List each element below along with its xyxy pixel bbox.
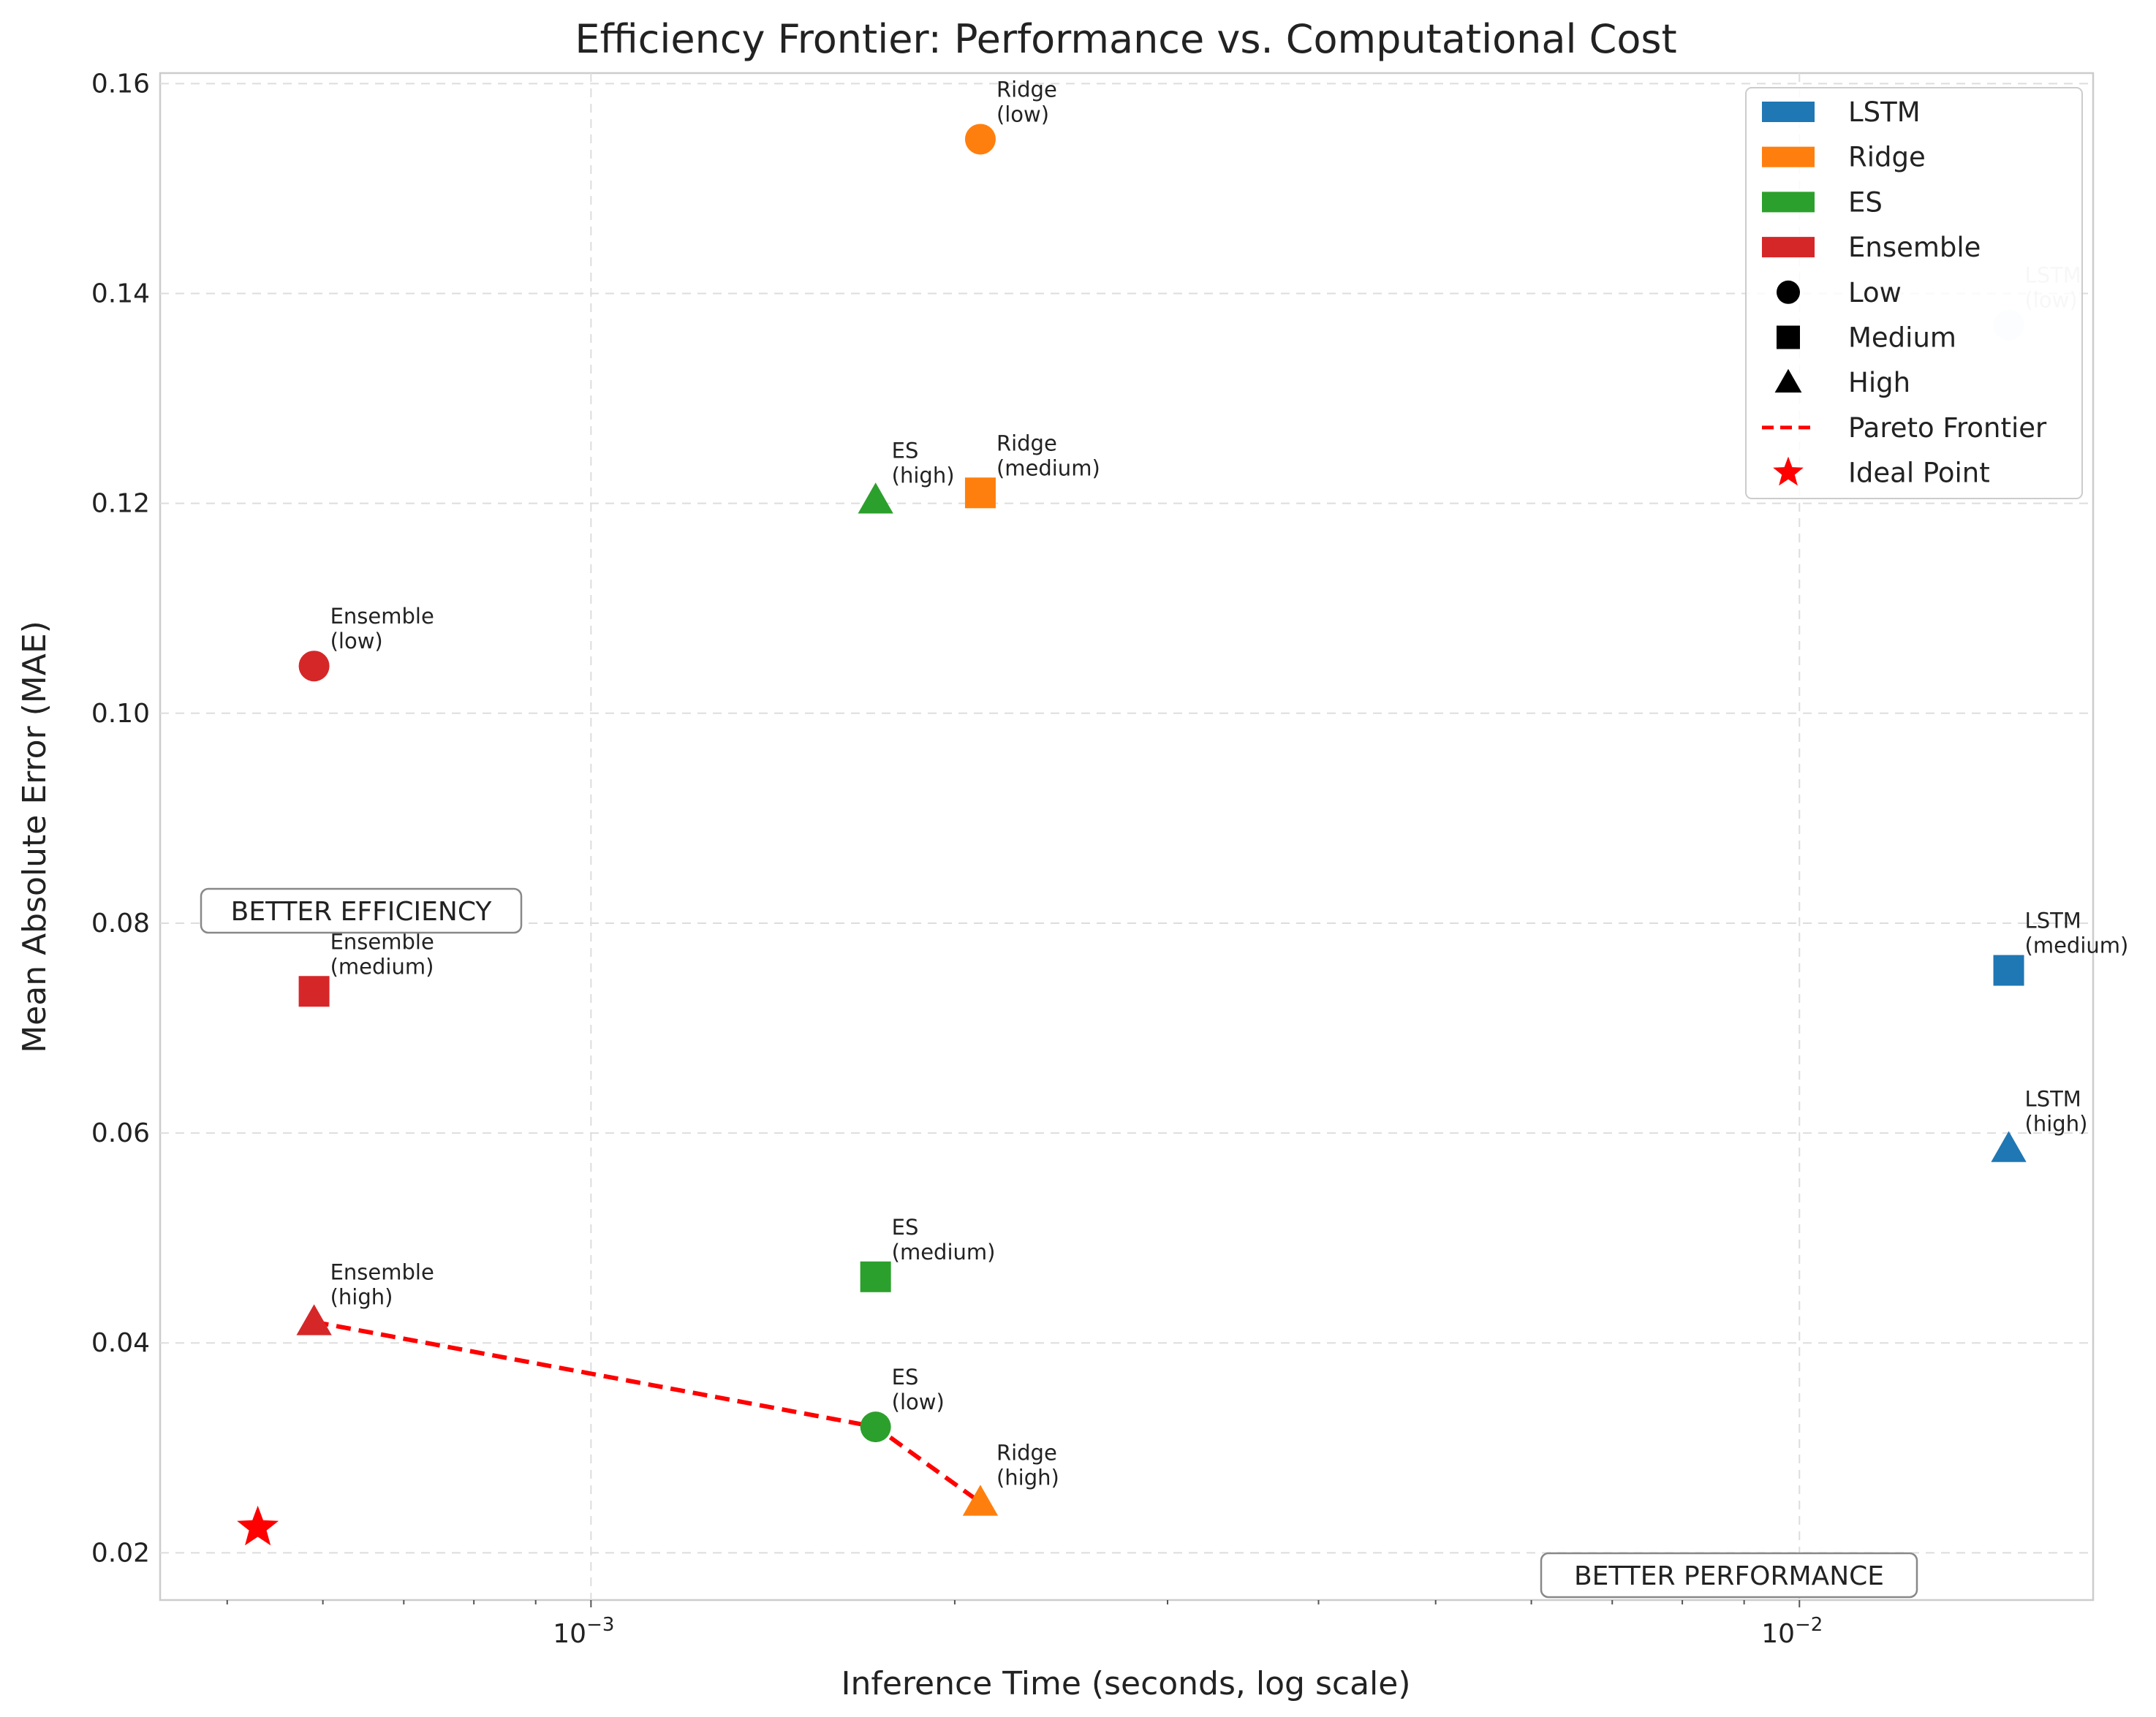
x-tick-label: 10−2 (1761, 1614, 1823, 1649)
point-es-high (858, 482, 893, 514)
point-label-model: ES (892, 438, 919, 463)
ideal-point-star (237, 1505, 279, 1546)
point-label-model: Ensemble (330, 1260, 434, 1285)
point-label-complexity: (high) (2025, 1112, 2088, 1137)
legend-item-ideal-point-swatch (1773, 456, 1804, 486)
x-axis-ticks: 10−3 10−2 (226, 1600, 1823, 1649)
x-tick-exponent: −2 (1795, 1614, 1823, 1636)
y-tick-label: 0.04 (91, 1328, 150, 1358)
point-label-model: Ridge (996, 431, 1057, 455)
x-tick-label: 10−3 (553, 1614, 614, 1649)
point-ensemble-medium (298, 976, 330, 1007)
legend-box (1745, 87, 2083, 499)
plot-area-frame (159, 72, 2095, 1602)
x-tick-exponent: −3 (586, 1614, 614, 1636)
pareto-frontier-layer (314, 1319, 982, 1504)
legend-item-ridge-swatch (1762, 146, 1815, 167)
point-label-complexity: (high) (996, 1465, 1059, 1490)
better-performance-callout: BETTER PERFORMANCE (1540, 1552, 1918, 1599)
y-tick-label: 0.02 (91, 1538, 150, 1568)
point-label-model: Ridge (996, 1440, 1057, 1465)
legend-item-ensemble-swatch (1762, 237, 1815, 258)
legend: LSTM Ridge ES Ensemble Low Medium High Pareto F… (1745, 87, 2083, 499)
legend-item-pareto-frontier-label: Pareto Frontier (1848, 412, 2047, 444)
point-label-complexity: (high) (892, 463, 955, 488)
legend-item-ensemble-label: Ensemble (1848, 232, 1981, 263)
legend-item-ridge-label: Ridge (1848, 142, 1926, 173)
point-es-medium (860, 1261, 891, 1292)
y-tick-label: 0.12 (91, 489, 150, 519)
y-tick-label: 0.08 (91, 909, 150, 939)
point-ridge-high (962, 1485, 999, 1516)
point-label-model: ES (892, 1215, 919, 1240)
point-lstm-high (1991, 1131, 2027, 1162)
better-performance-text: BETTER PERFORMANCE (1574, 1561, 1884, 1591)
point-label-complexity: (low) (892, 1390, 945, 1414)
legend-item-es-swatch (1762, 192, 1815, 213)
y-tick-label: 0.14 (91, 279, 150, 309)
point-label-model: ES (892, 1365, 919, 1390)
y-axis-ticks: 0.02 0.04 0.06 0.08 0.10 0.12 0.14 0.16 (91, 69, 150, 1568)
point-label-complexity: (high) (330, 1285, 393, 1310)
better-efficiency-text: BETTER EFFICIENCY (231, 897, 493, 927)
point-label-model: Ensemble (330, 604, 434, 629)
point-label-complexity: (medium) (996, 455, 1100, 480)
y-tick-label: 0.16 (91, 69, 150, 99)
legend-item-low-label: Low (1848, 277, 1902, 308)
point-ensemble-low (298, 651, 330, 682)
y-axis-title: Mean Absolute Error (MAE) (16, 621, 53, 1053)
legend-item-high-label: High (1848, 367, 1910, 398)
point-label-model: LSTM (2025, 1087, 2081, 1112)
legend-item-low-swatch (1777, 280, 1800, 304)
pareto-frontier-line (314, 1319, 982, 1504)
point-label-complexity: (medium) (892, 1240, 996, 1265)
point-es-low (860, 1411, 891, 1443)
point-ridge-low (964, 124, 996, 155)
legend-item-ideal-point-label: Ideal Point (1848, 458, 1990, 489)
point-label-model: LSTM (2025, 909, 2081, 933)
point-label-complexity: (low) (330, 629, 383, 653)
point-label-model: Ridge (996, 77, 1057, 102)
legend-item-es-label: ES (1848, 186, 1883, 218)
legend-item-high-swatch (1774, 368, 1802, 393)
data-points (237, 124, 2027, 1546)
legend-item-medium-label: Medium (1848, 322, 1956, 354)
y-tick-label: 0.10 (91, 699, 150, 729)
legend-item-lstm-swatch (1762, 102, 1815, 122)
point-lstm-medium (1993, 955, 2024, 986)
better-efficiency-callout: BETTER EFFICIENCY (200, 887, 523, 934)
point-label-complexity: (medium) (330, 954, 434, 979)
x-axis-title: Inference Time (seconds, log scale) (841, 1665, 1410, 1702)
point-label-complexity: (medium) (2025, 933, 2129, 958)
x-tick-base: 10 (553, 1619, 586, 1649)
chart-title: Efficiency Frontier: Performance vs. Com… (575, 16, 1676, 62)
x-tick-base: 10 (1761, 1619, 1795, 1649)
point-ridge-medium (964, 477, 996, 509)
point-ensemble-high (296, 1304, 332, 1335)
legend-item-lstm-label: LSTM (1848, 96, 1921, 128)
point-label-complexity: (low) (996, 102, 1049, 126)
legend-item-medium-swatch (1777, 325, 1800, 349)
y-tick-label: 0.06 (91, 1118, 150, 1148)
